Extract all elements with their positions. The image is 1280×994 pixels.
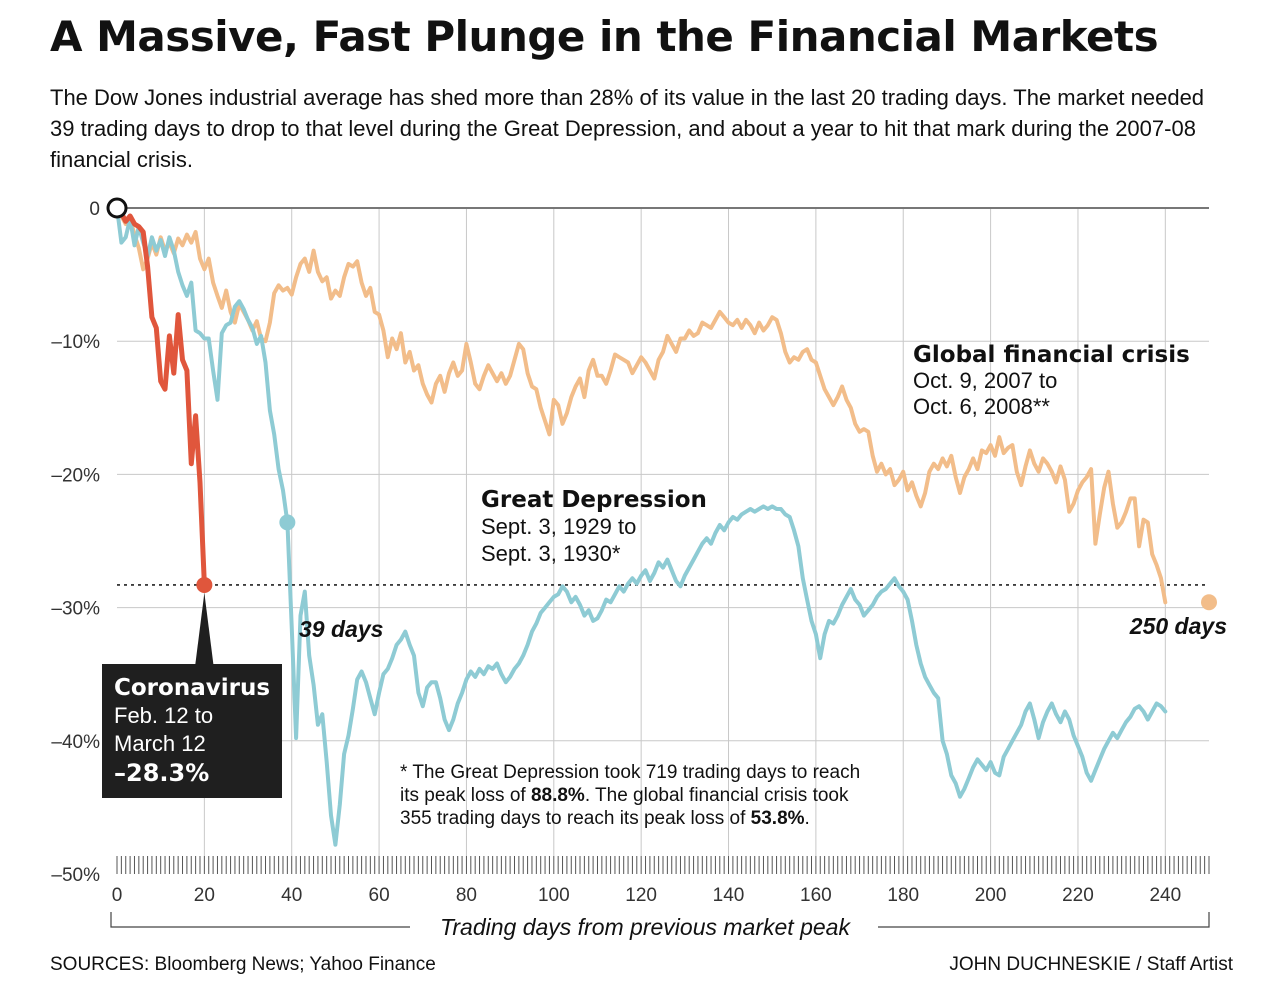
x-tick-label: 200 [975,885,1007,906]
y-tick-label: –50% [51,865,100,886]
label-39-days: 39 days [299,616,383,642]
footnote: * The Great Depression took 719 trading … [400,762,860,829]
financial-crisis-dates-end: Oct. 6, 2008** [913,394,1050,419]
x-axis-day-ticks [116,856,1210,874]
annotation-coronavirus: Coronavirus Feb. 12 to March 12 –28.3% [102,592,282,798]
y-axis: 0 –10% –20% –30% –40% –50% [51,199,100,886]
marker-coronavirus-20-days [196,576,213,593]
x-tick-label: 20 [194,885,215,906]
y-tick-label: –30% [51,599,100,620]
chart-subtitle: The Dow Jones industrial average has she… [50,85,1205,172]
y-tick-label: 0 [89,199,100,220]
x-axis: 0 20 40 60 80 100 120 140 160 180 200 220 240 [112,856,1210,906]
annotation-great-depression: Great Depression Sept. 3, 1929 to Sept. … [481,487,707,566]
x-tick-label: 180 [887,885,919,906]
x-tick-label: 220 [1062,885,1094,906]
y-tick-label: –20% [51,465,100,486]
coronavirus-value: –28.3% [114,759,209,787]
x-tick-label: 40 [281,885,302,906]
coronavirus-pointer [195,592,214,664]
series-lines [114,205,1168,847]
annotation-financial-crisis: Global financial crisis Oct. 9, 2007 to … [913,342,1190,419]
grid-lines [117,207,1209,856]
y-tick-label: –10% [51,332,100,353]
series-line-financial-crisis [115,206,1168,605]
chart-title: A Massive, Fast Plunge in the Financial … [50,12,1159,61]
x-tick-label: 240 [1149,885,1181,906]
footnote-line-3: 355 trading days to reach its peak loss … [400,808,810,829]
x-tick-label: 120 [625,885,657,906]
series-line-coronavirus [114,205,207,588]
x-axis-bracket-right [878,912,1210,928]
coronavirus-dates-end: March 12 [114,731,206,756]
x-tick-label: 160 [800,885,832,906]
coronavirus-dates-start: Feb. 12 to [114,703,213,728]
series-markers [106,197,1217,611]
financial-crisis-dates-start: Oct. 9, 2007 to [913,368,1057,393]
great-depression-title: Great Depression [481,487,707,513]
footnote-line-2: its peak loss of 88.8%. The global finan… [400,785,849,806]
x-axis-title: Trading days from previous market peak [440,914,851,940]
x-axis-title-group: Trading days from previous market peak [110,912,1210,940]
x-tick-label: 140 [713,885,745,906]
coronavirus-box [102,664,282,798]
label-250-days: 250 days [1129,613,1227,639]
x-tick-label: 100 [538,885,570,906]
great-depression-dates-start: Sept. 3, 1929 to [481,514,636,539]
marker-financial-crisis-250-days [1201,594,1217,611]
artist-credit: JOHN DUCHNESKIE / Staff Artist [949,954,1233,975]
marker-market-peak [106,197,128,219]
great-depression-dates-end: Sept. 3, 1930* [481,541,621,566]
financial-crisis-title: Global financial crisis [913,342,1190,368]
x-tick-label: 60 [369,885,390,906]
x-tick-label: 0 [112,885,123,906]
coronavirus-title: Coronavirus [114,675,270,701]
footnote-line-1: * The Great Depression took 719 trading … [400,762,860,783]
y-tick-label: –40% [51,732,100,753]
x-axis-bracket-left [110,912,410,928]
x-tick-label: 80 [456,885,477,906]
marker-great-depression-39-days [279,514,296,531]
series-line-great-depression [115,206,1168,847]
sources-note: SOURCES: Bloomberg News; Yahoo Finance [50,954,436,975]
